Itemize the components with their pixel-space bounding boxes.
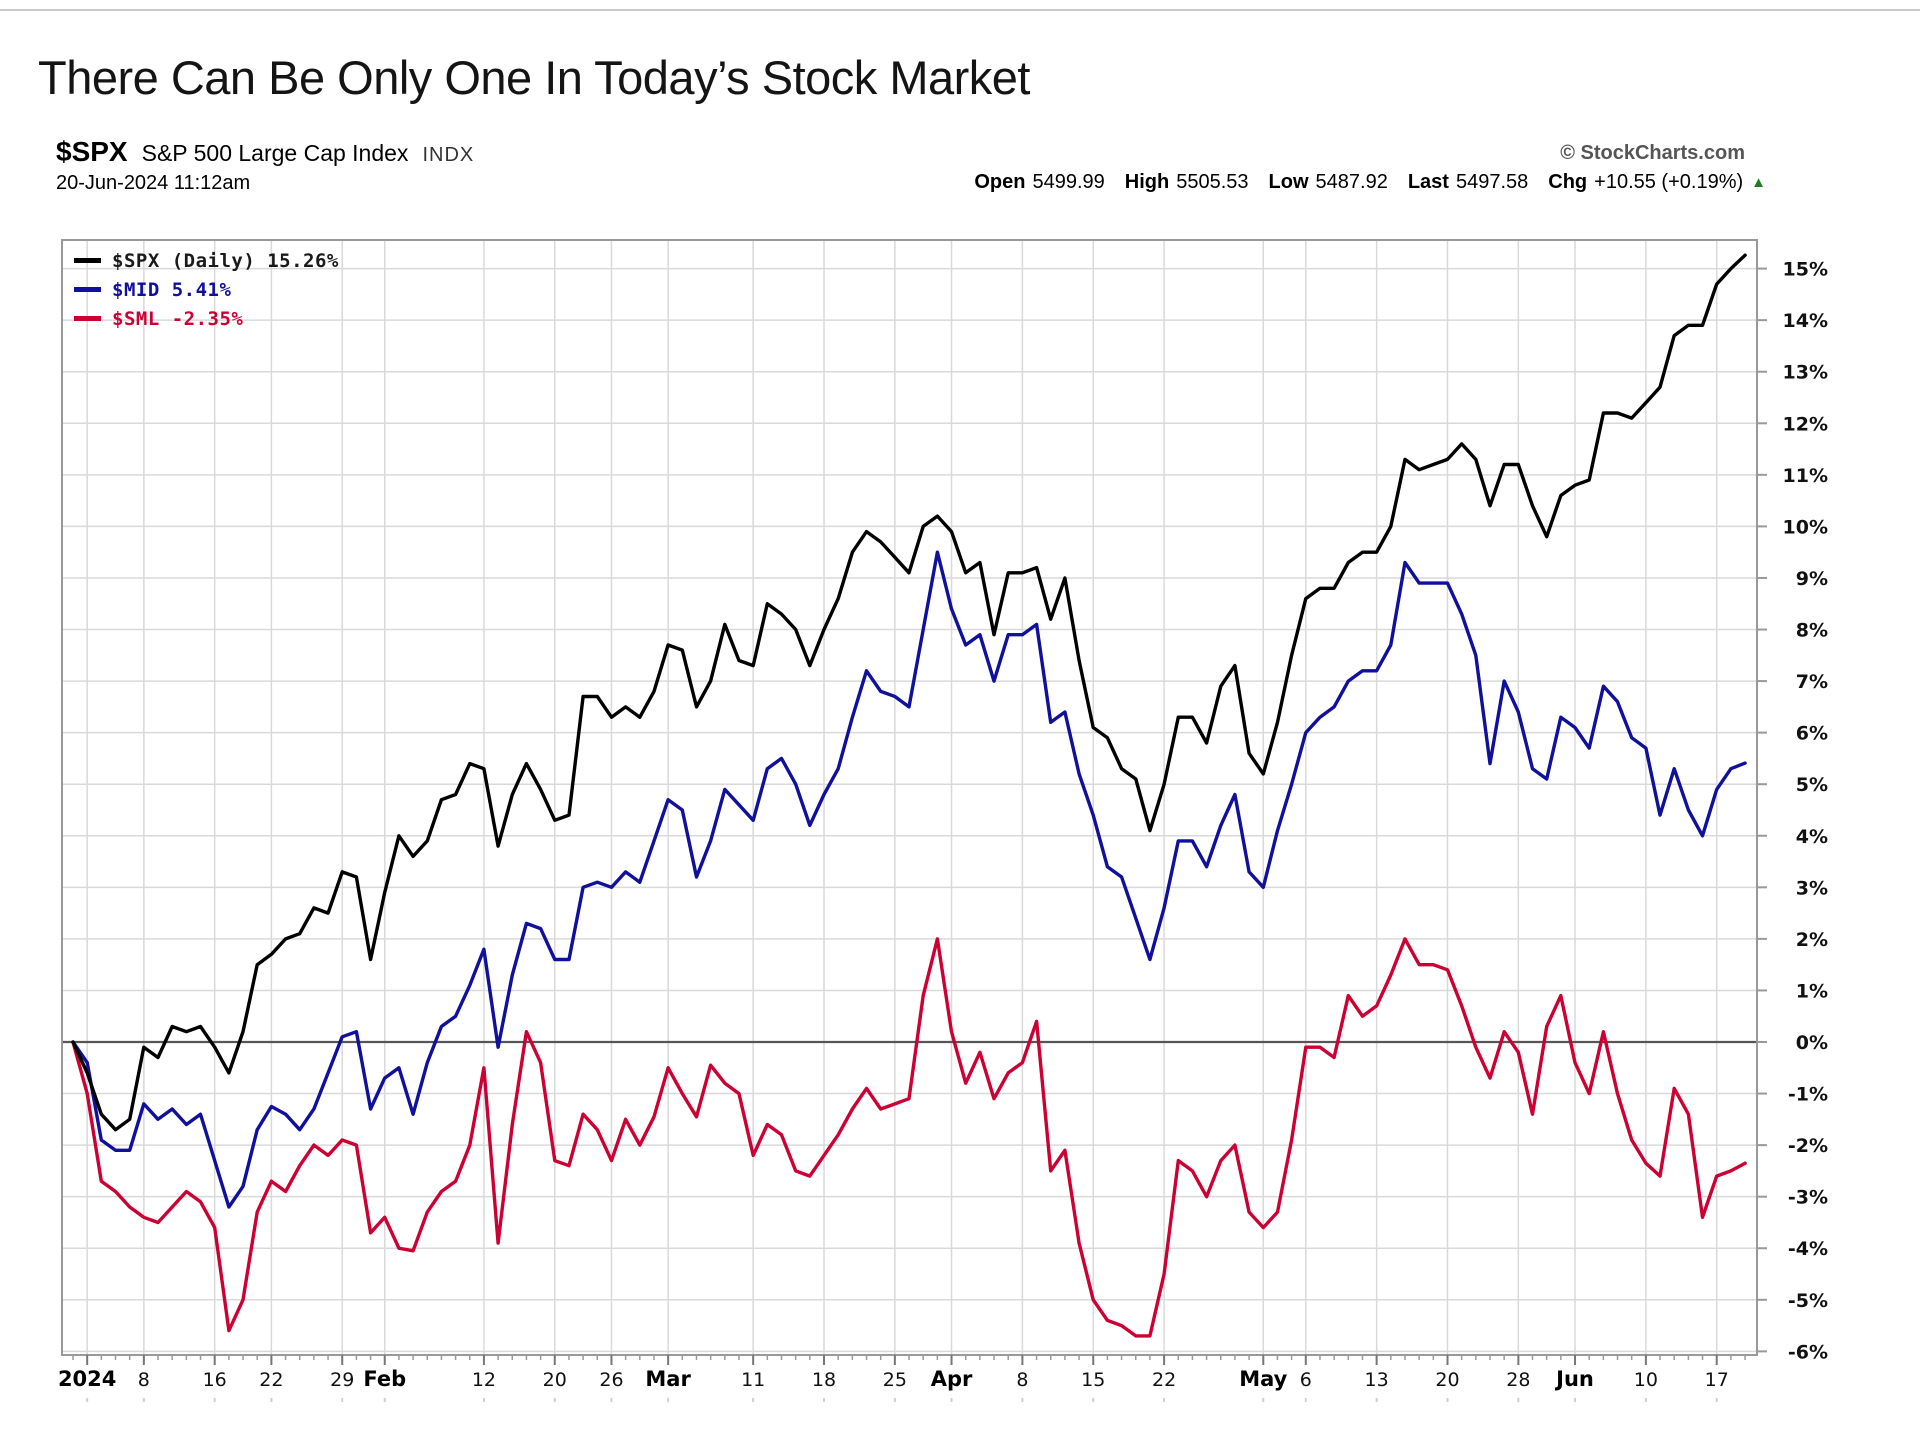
x-tick-label: 6 <box>1300 1369 1312 1391</box>
quote-high: High 5505.53 <box>1124 171 1249 193</box>
x-tick-label: 8 <box>138 1369 150 1391</box>
x-tick-label: 13 <box>1365 1369 1389 1391</box>
y-tick-label: -3% <box>1788 1187 1828 1209</box>
chart-timestamp: 20-Jun-2024 11:12am <box>56 172 251 194</box>
x-tick-label: 22 <box>1152 1369 1176 1391</box>
y-tick-label: 2% <box>1796 929 1828 951</box>
exchange-label: INDX <box>422 144 475 166</box>
y-tick-label: 1% <box>1796 980 1828 1002</box>
series-line-spx <box>71 253 1747 1132</box>
x-tick-label: 17 <box>1705 1369 1729 1391</box>
x-tick-label: 8 <box>1016 1369 1028 1391</box>
x-tick-label: 11 <box>741 1369 765 1391</box>
quote-low: Low 5487.92 <box>1268 171 1388 193</box>
legend-label-spx: $SPX (Daily) 15.26% <box>112 249 339 272</box>
sml-line-swatch <box>74 316 101 321</box>
y-tick-label: 14% <box>1783 310 1828 332</box>
ticker-symbol: $SPX <box>56 136 128 167</box>
x-tick-label: 18 <box>812 1369 836 1391</box>
legend-row: $MID 5.41% <box>74 275 339 304</box>
spx-line-swatch <box>74 258 101 263</box>
y-tick-label: 4% <box>1796 826 1828 848</box>
y-tick-label: 5% <box>1796 774 1828 796</box>
y-tick-label: 10% <box>1783 516 1828 538</box>
quote-open: Open 5499.99 <box>974 171 1105 193</box>
x-tick-label: 29 <box>330 1369 354 1391</box>
x-tick-label: Jun <box>1554 1367 1594 1391</box>
x-tick-label: 2024 <box>58 1367 116 1391</box>
up-triangle-icon: ▲ <box>1751 174 1766 191</box>
x-tick-label: Apr <box>931 1367 973 1391</box>
y-tick-label: 11% <box>1783 465 1828 487</box>
x-tick-label: 22 <box>259 1369 283 1391</box>
x-tick-label: 26 <box>599 1369 623 1391</box>
y-tick-label: 3% <box>1796 877 1828 899</box>
quote-change: Chg +10.55 (+0.19%) <box>1548 171 1744 193</box>
legend-row: $SPX (Daily) 15.26% <box>74 246 339 275</box>
y-tick-label: 9% <box>1796 568 1828 590</box>
x-tick-label: 20 <box>1435 1369 1459 1391</box>
mid-line-swatch <box>74 287 101 292</box>
stockcharts-credit: © StockCharts.com <box>1560 142 1745 164</box>
legend-label-mid: $MID 5.41% <box>112 278 232 301</box>
x-tick-label: 12 <box>472 1369 496 1391</box>
y-tick-label: 12% <box>1783 413 1828 435</box>
y-tick-label: 8% <box>1796 620 1828 642</box>
y-tick-label: -1% <box>1788 1084 1828 1106</box>
quote-last: Last 5497.58 <box>1407 171 1529 193</box>
x-tick-label: 25 <box>883 1369 907 1391</box>
legend-label-sml: $SML -2.35% <box>112 307 244 330</box>
y-tick-label: -4% <box>1788 1238 1828 1260</box>
x-tick-label: 15 <box>1081 1369 1105 1391</box>
slide-top-rule <box>0 9 1920 11</box>
x-tick-label: Feb <box>363 1367 406 1391</box>
x-tick-label: 28 <box>1506 1369 1530 1391</box>
index-name: S&P 500 Large Cap Index <box>141 140 409 166</box>
quote-row: Open 5499.99 High 5505.53 Low 5487.92 Last 5… <box>974 171 1766 194</box>
y-tick-label: 7% <box>1796 671 1828 693</box>
page-title: There Can Be Only One In Today’s Stock M… <box>38 51 1030 104</box>
legend-row: $SML -2.35% <box>74 304 339 333</box>
x-tick-label: Mar <box>645 1367 691 1391</box>
x-tick-label: 10 <box>1634 1369 1658 1391</box>
x-tick-label: 20 <box>543 1369 567 1391</box>
y-tick-label: 6% <box>1796 723 1828 745</box>
series-line-sml <box>71 937 1747 1338</box>
y-tick-label: 15% <box>1783 259 1828 281</box>
y-tick-label: 13% <box>1783 362 1828 384</box>
y-tick-label: -5% <box>1788 1290 1828 1312</box>
y-tick-label: -6% <box>1788 1341 1828 1363</box>
x-tick-label: 16 <box>203 1369 227 1391</box>
y-tick-label: 0% <box>1796 1032 1828 1054</box>
chart-legend: $SPX (Daily) 15.26% $MID 5.41% $SML -2.3… <box>74 246 339 333</box>
x-tick-label: May <box>1239 1367 1287 1391</box>
chart-header: $SPX S&P 500 Large Cap Index INDX <box>56 136 474 168</box>
plot-border <box>61 239 1758 1356</box>
y-tick-label: -2% <box>1788 1135 1828 1157</box>
series-line-mid <box>71 550 1747 1209</box>
